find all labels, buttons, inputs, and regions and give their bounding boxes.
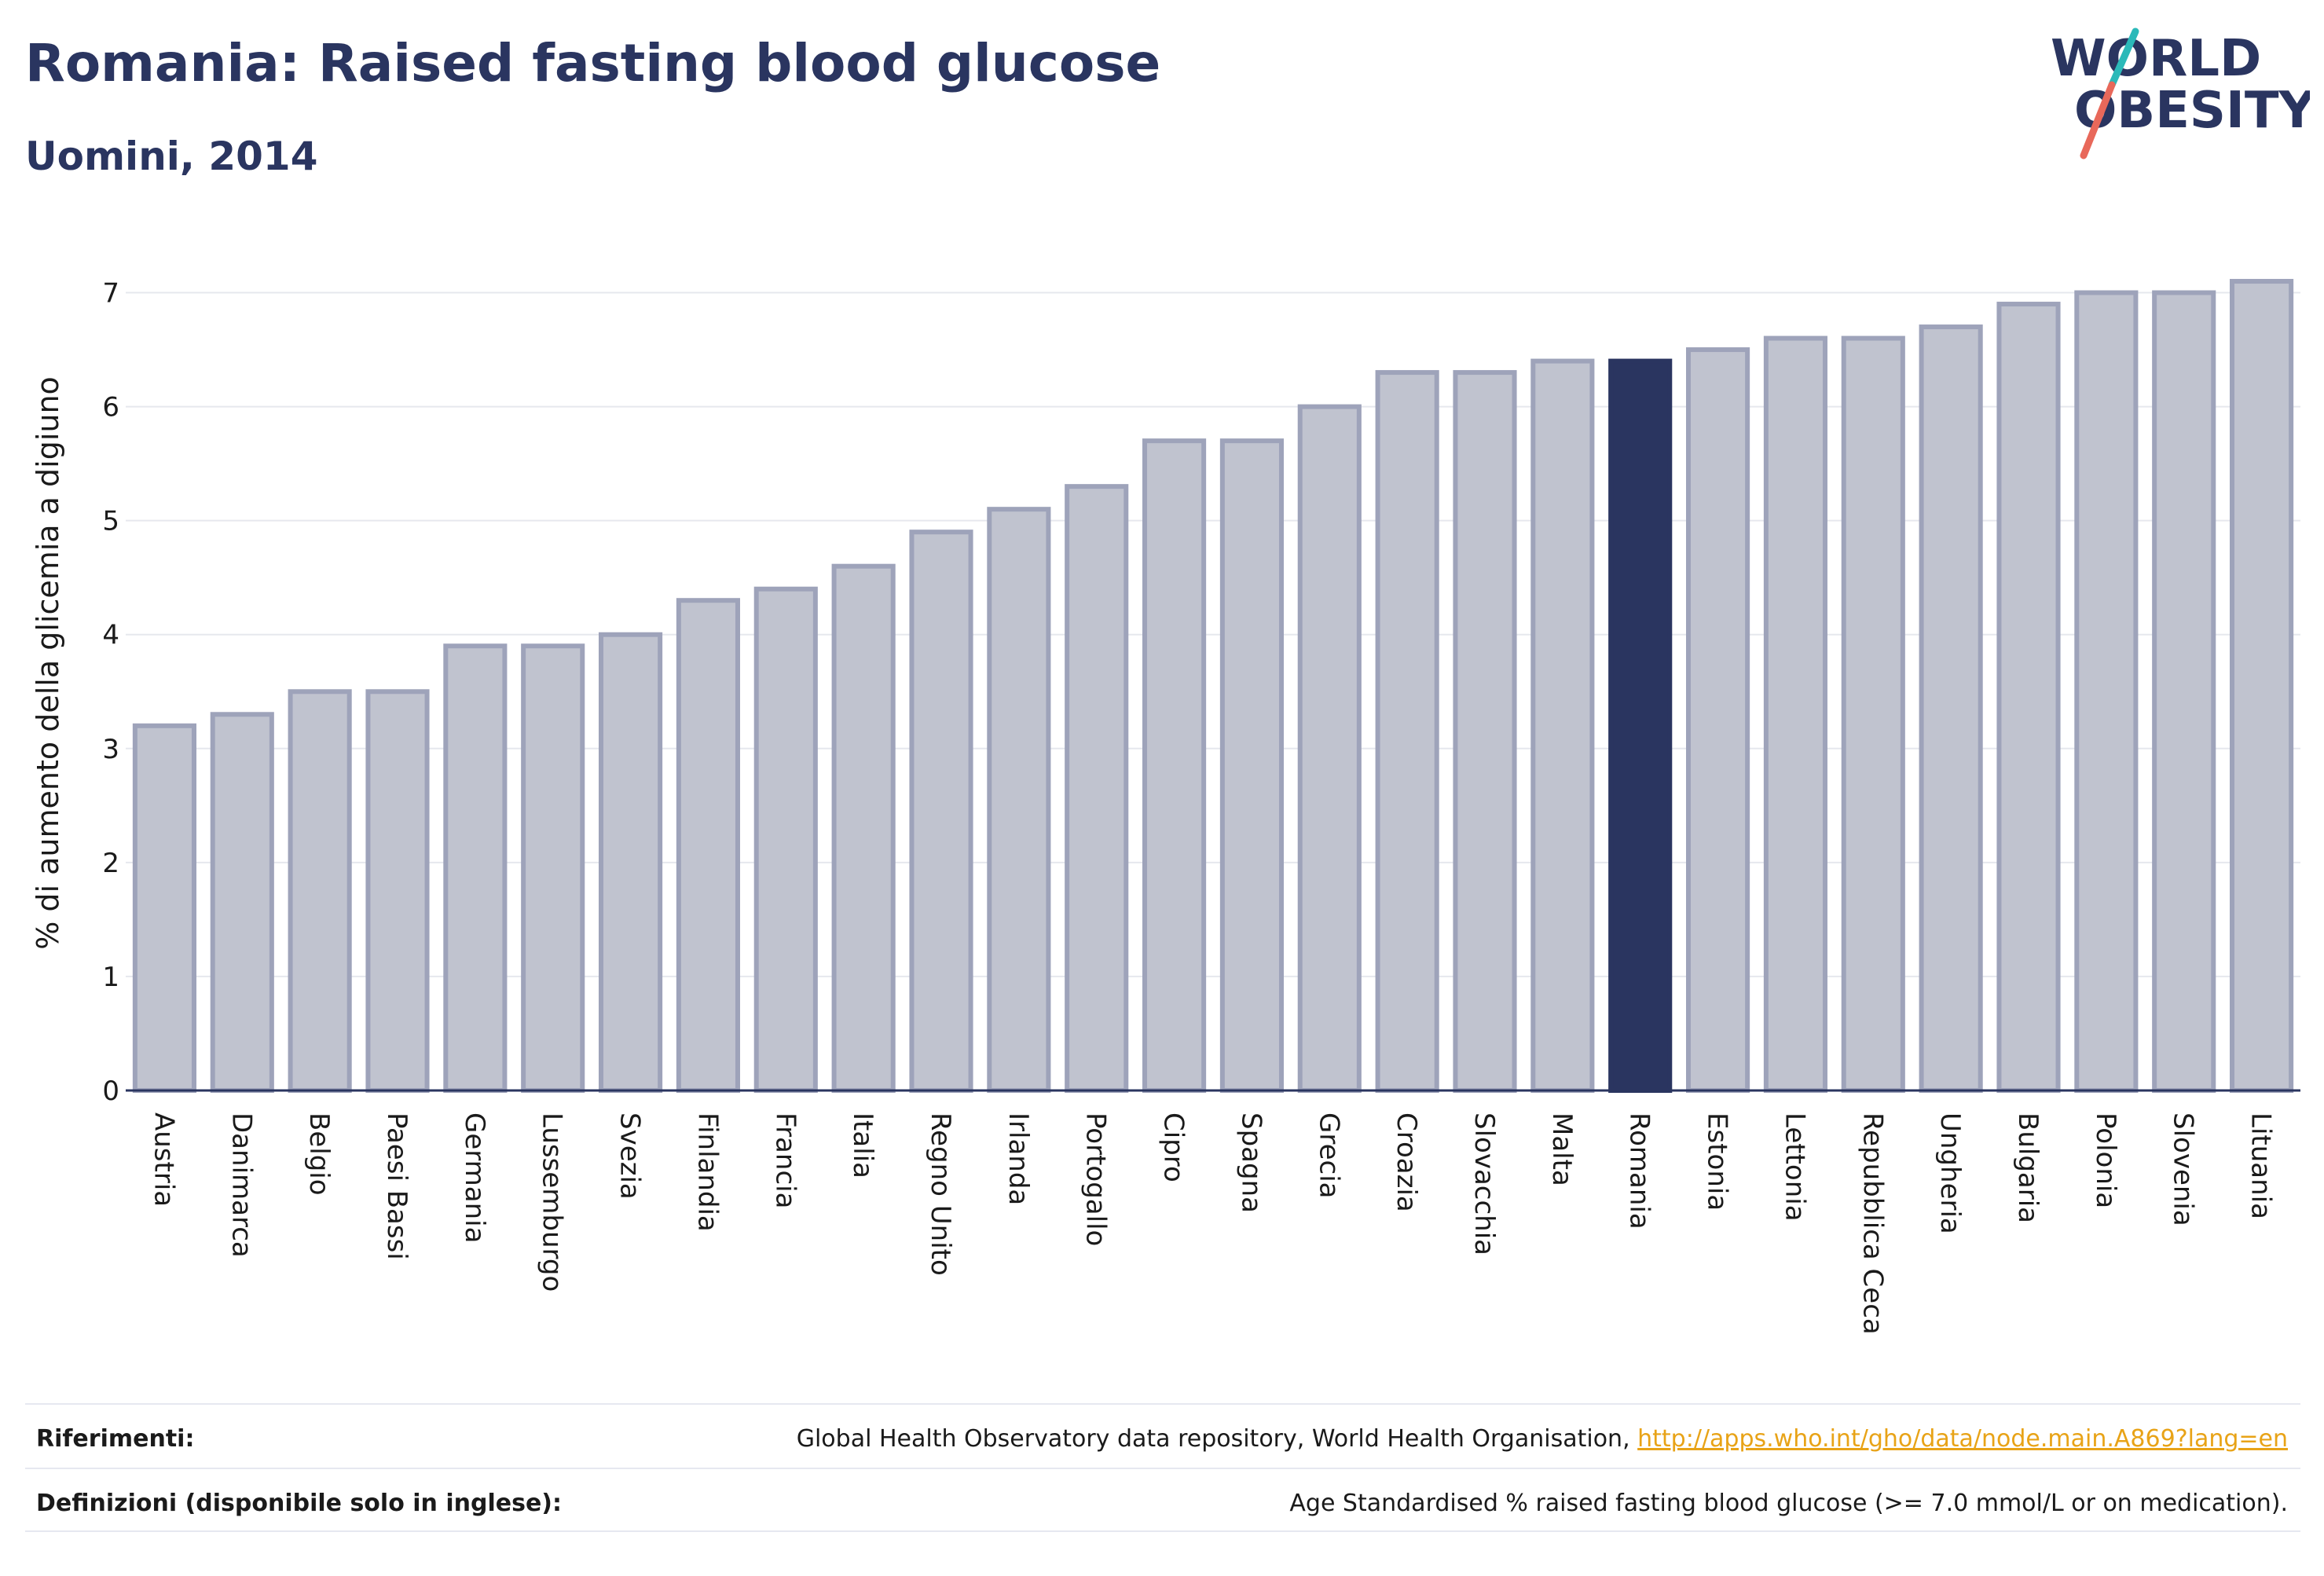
y-tick-label: 3 [102,734,119,765]
bar-romania [1608,358,1673,1094]
logo-slash-teal [2108,27,2139,89]
x-tick-label: Slovenia [2168,1112,2199,1226]
x-tick-label: Finlandia [691,1112,723,1232]
bar-croazia [1375,370,1439,1093]
y-tick-label: 0 [102,1076,119,1107]
x-tick-label: Bulgaria [2012,1112,2044,1223]
footer-rule-bottom [25,1530,2300,1532]
bar-italia [831,563,896,1093]
bar-chart: 0 1 2 3 4 5 6 7 % di aumento della glicemia a di… [31,278,2300,1335]
logo-text-obesity: OBESITY [2074,82,2310,140]
bar-regno-unito [909,530,973,1093]
bar-finlandia [676,598,740,1093]
x-tick-label: Lettonia [1779,1112,1810,1222]
x-tick-label: Romania [1624,1112,1655,1230]
x-tick-label: Danimarca [225,1112,257,1258]
bar-belgio [288,689,352,1093]
bar-paesi-bassi [365,689,430,1093]
x-tick-label: Croazia [1391,1112,1422,1212]
world-obesity-logo: WORLD OBESITY [2051,27,2310,159]
bar-cipro [1142,438,1207,1093]
references-link[interactable]: http://apps.who.int/gho/data/node.main.A… [1637,1425,2288,1453]
bar-danimarca [210,712,274,1094]
x-tick-label: Polonia [2090,1112,2121,1208]
y-tick-label: 1 [102,962,119,993]
bar-slovenia [2152,290,2216,1093]
bar-germania [443,643,508,1093]
x-tick-label: Repubblica Ceca [1857,1112,1888,1335]
bar-irlanda [987,507,1051,1093]
y-tick-label: 7 [102,278,119,310]
y-axis-label: % di aumento della glicemia a digiuno [31,376,65,950]
bar-estonia [1686,347,1750,1094]
logo-text-world: WORLD [2051,30,2261,88]
references-value: Global Health Observatory data repositor… [797,1425,2288,1453]
bar-austria [132,723,196,1094]
bar-francia [753,586,818,1093]
bar-slovacchia [1453,370,1517,1093]
bar-spagna [1219,438,1284,1093]
x-tick-label: Austria [148,1112,179,1207]
bar-polonia [2074,290,2139,1093]
definitions-value: Age Standardised % raised fasting blood … [1289,1490,2288,1517]
x-tick-label: Grecia [1313,1112,1344,1198]
footer-rule-middle [25,1468,2300,1469]
x-tick-label: Regno Unito [925,1112,956,1276]
bar-grecia [1297,404,1362,1093]
x-tick-label: Portogallo [1080,1112,1112,1246]
bar-portogallo [1065,484,1129,1093]
x-tick-label: Paesi Bassi [381,1112,412,1260]
references-text: Global Health Observatory data repositor… [796,1425,1638,1453]
x-tick-label: Italia [847,1112,878,1178]
x-tick-label: Svezia [614,1112,646,1200]
footer-rule-top [25,1403,2300,1405]
bar-malta [1530,358,1595,1094]
bar-lituania [2230,279,2294,1094]
x-tick-label: Francia [769,1112,801,1208]
x-tick-label: Lituania [2245,1112,2277,1219]
bar-lettonia [1763,335,1827,1093]
bar-svezia [599,632,663,1093]
y-tick-label: 4 [102,620,119,651]
definitions-label: Definizioni (disponibile solo in inglese… [36,1490,562,1517]
y-tick-label: 5 [102,506,119,537]
x-tick-label: Lussemburgo [537,1112,568,1292]
x-tick-label: Estonia [1702,1112,1733,1211]
x-tick-label: Germania [459,1112,490,1243]
x-tick-label: Irlanda [1003,1112,1034,1205]
y-tick-label: 2 [102,848,119,879]
x-tick-label: Ungheria [1934,1112,1966,1234]
bar-ungheria [1919,324,1983,1093]
x-tick-label: Slovacchia [1468,1112,1500,1255]
page-subtitle: Uomini, 2014 [25,134,318,179]
x-tick-label: Malta [1546,1112,1578,1186]
references-label: Riferimenti: [36,1425,195,1453]
bar-lussemburgo [521,643,585,1093]
x-tick-label: Spagna [1235,1112,1266,1213]
logo-slash-coral [2080,81,2116,159]
x-tick-label: Belgio [303,1112,335,1196]
page-title: Romania: Raised fasting blood glucose [25,33,1161,93]
bar-repubblica-ceca [1841,335,1905,1093]
x-tick-label: Cipro [1158,1112,1189,1182]
bar-bulgaria [1996,302,2061,1094]
y-tick-label: 6 [102,392,119,423]
